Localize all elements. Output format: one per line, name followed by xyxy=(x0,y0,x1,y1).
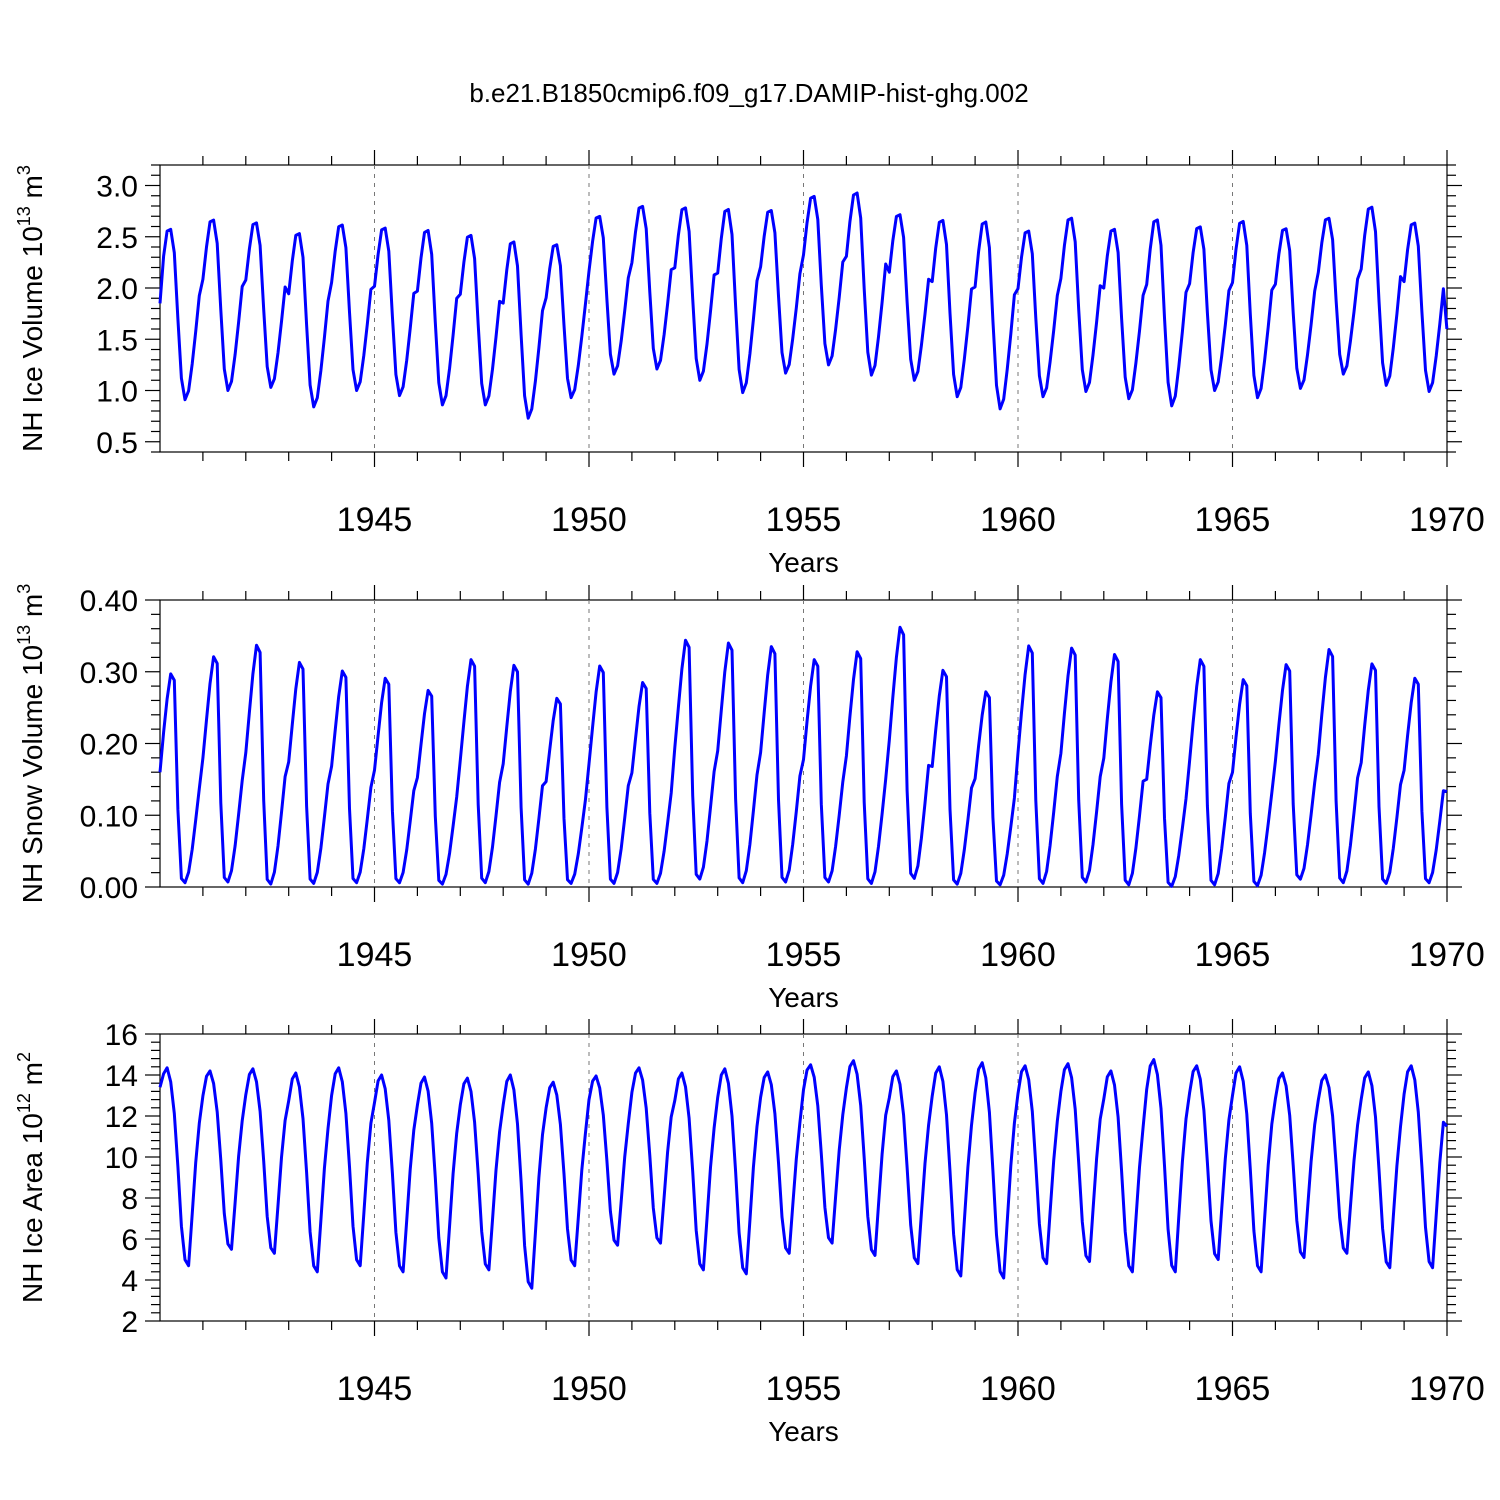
x-axis-label: Years xyxy=(768,982,839,1013)
series-line xyxy=(158,191,1449,420)
x-tick-label: 1950 xyxy=(551,501,627,539)
y-tick-label: 4 xyxy=(121,1265,138,1298)
x-tick-label: 1950 xyxy=(551,936,627,974)
y-tick-label: 0.00 xyxy=(80,872,138,905)
panel-ice-area: 1945 1950 1955 1960 1965 1970 Years 2 4 6 8 10 12 14 1… xyxy=(14,1019,1485,1447)
x-tick-label: 1965 xyxy=(1195,936,1271,974)
y-tick-label: 10 xyxy=(105,1142,138,1175)
chart-title: b.e21.B1850cmip6.f09_g17.DAMIP-hist-ghg.… xyxy=(469,78,1028,108)
y-tick-label: 16 xyxy=(105,1019,138,1052)
x-axis-label: Years xyxy=(768,547,839,578)
y-tick-label: 0.5 xyxy=(96,427,138,460)
x-tick-label: 1945 xyxy=(337,1370,413,1408)
x-tick-label: 1955 xyxy=(766,501,842,539)
panel-ice-volume: 1945 1950 1955 1960 1965 1970 Years 0.5 1.0 1.5 2.… xyxy=(14,150,1485,578)
x-tick-label: 1960 xyxy=(980,1370,1056,1408)
y-tick-label: 0.40 xyxy=(80,585,138,618)
x-tick-label: 1970 xyxy=(1409,1370,1485,1408)
y-tick-label: 6 xyxy=(121,1224,138,1257)
y-tick-label: 12 xyxy=(105,1101,138,1134)
panel-snow-volume: 1945 1950 1955 1960 1965 1970 Years 0.00 0.10 0.2… xyxy=(14,584,1485,1013)
x-axis-label: Years xyxy=(768,1416,839,1447)
series-line xyxy=(158,1058,1449,1290)
y-axis-label: NH Snow Volume 1013 m3 xyxy=(14,584,48,904)
y-tick-label: 2.5 xyxy=(96,222,138,255)
x-tick-label: 1945 xyxy=(337,501,413,539)
y-tick-label: 14 xyxy=(105,1060,138,1093)
x-tick-label: 1955 xyxy=(766,936,842,974)
y-tick-label: 0.10 xyxy=(80,800,138,833)
x-tick-label: 1970 xyxy=(1409,936,1485,974)
x-tick-label: 1965 xyxy=(1195,1370,1271,1408)
x-tick-label: 1955 xyxy=(766,1370,842,1408)
y-tick-label: 0.20 xyxy=(80,729,138,762)
y-tick-label: 3.0 xyxy=(96,171,138,204)
y-tick-label: 0.30 xyxy=(80,657,138,690)
x-tick-label: 1960 xyxy=(980,501,1056,539)
x-tick-label: 1945 xyxy=(337,936,413,974)
series-line xyxy=(158,625,1448,888)
y-tick-label: 2 xyxy=(121,1306,138,1339)
x-tick-label: 1960 xyxy=(980,936,1056,974)
y-tick-label: 8 xyxy=(121,1183,138,1216)
y-axis-label: NH Ice Area 1012 m2 xyxy=(14,1052,48,1303)
y-tick-label: 1.5 xyxy=(96,324,138,357)
x-tick-label: 1965 xyxy=(1195,501,1271,539)
y-tick-label: 2.0 xyxy=(96,273,138,306)
y-tick-label: 1.0 xyxy=(96,376,138,409)
x-tick-label: 1970 xyxy=(1409,501,1485,539)
x-tick-label: 1950 xyxy=(551,1370,627,1408)
y-axis-label: NH Ice Volume 1013 m3 xyxy=(14,165,48,452)
